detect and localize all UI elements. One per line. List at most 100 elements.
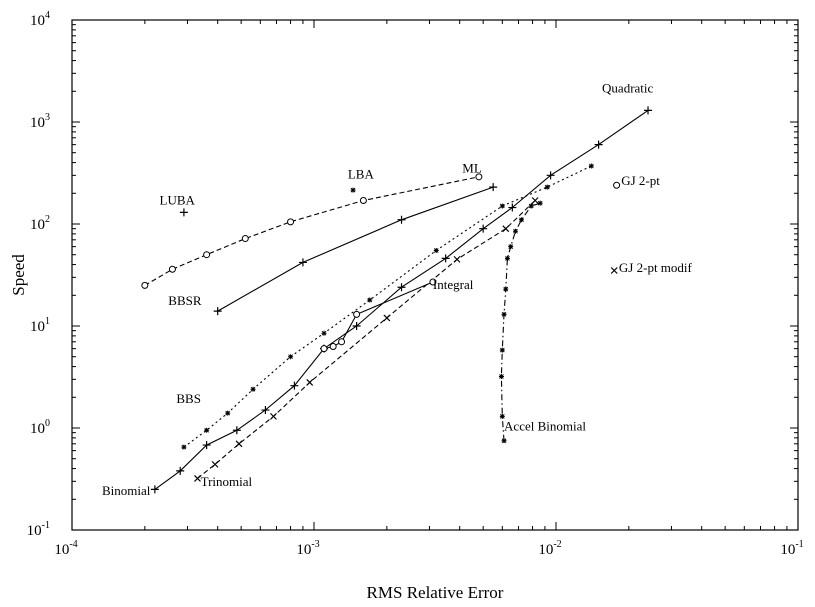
data-point-plus: [441, 254, 450, 263]
data-point-plus: [150, 485, 159, 494]
series-bbsr: [213, 183, 498, 316]
x-tick-exponent: -4: [69, 539, 77, 550]
data-point-star: [504, 255, 510, 261]
data-point-circle: [168, 265, 176, 273]
x-tick-label: 10-1: [780, 539, 803, 558]
y-axis-label: Speed: [9, 254, 28, 296]
annotation-label: Binomial: [102, 483, 151, 498]
data-point-cross: [383, 314, 391, 322]
y-tick-exponent: 3: [45, 112, 50, 123]
annotations: Quadratic ML LBA LUBA GJ 2-pt GJ 2-pt modif BB…: [102, 80, 693, 498]
annotation-label: LBA: [348, 166, 375, 181]
y-tick-exponent: -1: [42, 520, 50, 531]
data-point-circle: [475, 173, 483, 181]
data-point-plus: [489, 183, 498, 192]
y-tick-label: 101: [30, 316, 50, 335]
data-point-star: [367, 297, 373, 303]
data-point-star: [512, 228, 518, 234]
series-accel-binomial: [498, 200, 543, 444]
series-gj-2-pt: [613, 181, 621, 189]
data-point-cross: [235, 440, 243, 448]
data-point-cross: [453, 255, 461, 263]
plot-frame: [71, 19, 799, 531]
data-point-circle: [613, 181, 621, 189]
data-point-star: [501, 311, 507, 317]
data-point-star: [508, 244, 514, 250]
y-tick-exponent: 2: [45, 214, 50, 225]
y-tick-exponent: 1: [45, 316, 50, 327]
data-point-circle: [141, 281, 149, 289]
data-point-plus: [176, 466, 185, 475]
annotation-label: GJ 2-pt: [621, 173, 660, 188]
y-tick-label: 103: [30, 112, 50, 131]
data-point-plus: [298, 258, 307, 267]
data-point-plus: [213, 307, 222, 316]
x-tick-exponent: -1: [795, 539, 803, 550]
data-point-star: [321, 330, 327, 336]
data-point-plus: [232, 426, 241, 435]
data-point-star: [181, 444, 187, 450]
data-point-circle: [429, 278, 437, 286]
data-point-plus: [546, 171, 555, 180]
annotation-label: GJ 2-pt modif: [619, 260, 693, 275]
data-point-circle: [320, 345, 328, 353]
data-point-cross: [610, 267, 618, 274]
data-point-cross: [306, 378, 314, 386]
x-tick-label: 10-4: [54, 539, 77, 558]
data-point-cross: [211, 460, 219, 468]
series-integral: [320, 278, 437, 353]
data-point-star: [350, 187, 356, 193]
series-line: [197, 200, 536, 479]
data-point-star: [499, 347, 505, 353]
annotation-label: Quadratic: [602, 80, 653, 95]
data-point-cross: [502, 225, 510, 233]
data-point-plus: [352, 322, 361, 330]
y-tick-label: 100: [30, 418, 50, 437]
series-lba: [350, 187, 356, 193]
data-point-cross: [270, 412, 277, 420]
data-point-star: [250, 386, 256, 392]
x-axis-label: RMS Relative Error: [367, 583, 504, 602]
data-point-star: [503, 286, 509, 292]
series-binomial-quadratic: [150, 106, 653, 494]
series-line: [217, 186, 494, 312]
series-bbs: [181, 163, 594, 450]
data-point-plus: [397, 215, 406, 224]
annotation-label: LUBA: [160, 193, 196, 208]
data-point-plus: [644, 106, 653, 115]
data-point-plus: [479, 224, 488, 233]
series-line: [183, 165, 592, 448]
data-point-star: [501, 438, 507, 444]
data-point-star: [288, 354, 294, 360]
y-tick-exponent: 0: [45, 418, 50, 429]
y-tick-label: 10-1: [27, 520, 50, 539]
data-series: [141, 106, 653, 494]
y-tick-label: 102: [30, 214, 50, 233]
data-point-cross: [194, 475, 201, 482]
data-point-star: [588, 163, 594, 169]
annotation-label: BBSR: [168, 293, 202, 308]
data-point-circle: [329, 342, 337, 350]
data-point-plus: [594, 140, 603, 149]
y-tick-label: 104: [30, 10, 50, 29]
data-point-star: [204, 427, 210, 433]
data-point-plus: [397, 283, 406, 292]
x-tick-exponent: -2: [553, 539, 561, 550]
data-point-star: [499, 413, 505, 419]
x-tick-label: 10-2: [538, 539, 561, 558]
annotation-label: Integral: [433, 277, 474, 292]
annotation-label: ML: [462, 160, 482, 175]
data-point-plus: [179, 208, 188, 217]
series-trinomial: [194, 197, 539, 482]
data-point-circle: [203, 251, 211, 259]
series-luba: [179, 208, 188, 217]
x-tick-exponent: -3: [311, 539, 319, 550]
data-point-star: [498, 373, 504, 379]
data-point-circle: [353, 310, 361, 318]
data-point-star: [544, 184, 550, 190]
data-point-circle: [338, 338, 346, 346]
annotation-label: Trinomial: [201, 474, 253, 489]
data-point-star: [225, 410, 231, 416]
data-point-circle: [241, 235, 249, 243]
